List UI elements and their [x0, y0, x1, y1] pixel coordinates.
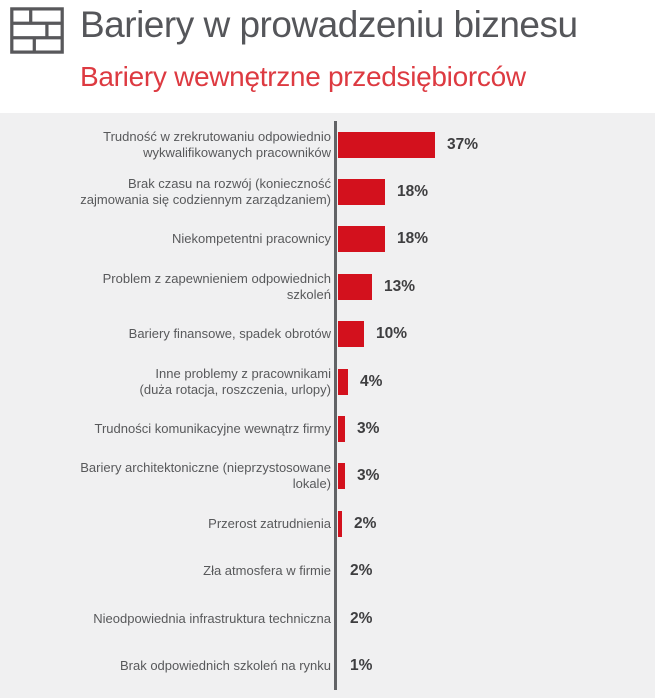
bar: [338, 179, 385, 206]
value-label: 4%: [360, 372, 383, 390]
category-label: Trudność w zrekrutowaniu odpowiednio wyk…: [103, 128, 331, 160]
bar-zone: 37%: [338, 131, 479, 158]
bar: [338, 131, 435, 158]
value-label: 2%: [350, 562, 373, 580]
value-label: 3%: [357, 467, 380, 485]
bar: [338, 510, 342, 537]
chart-row: Nieodpowiednia infrastruktura techniczna…: [0, 595, 655, 642]
bar-zone: 3%: [338, 416, 380, 443]
chart-row: Niekompetentni pracownicy 18%: [0, 216, 655, 263]
bar-zone: 13%: [338, 273, 416, 300]
bar: [338, 463, 345, 490]
value-label: 1%: [350, 656, 373, 674]
chart-row: Problem z zapewnieniem odpowiednich szko…: [0, 263, 655, 310]
value-label: 37%: [447, 135, 479, 153]
brick-wall-icon: [10, 7, 64, 59]
chart-row: Bariery finansowe, spadek obrotów 10%: [0, 311, 655, 358]
chart-rows: Trudność w zrekrutowaniu odpowiednio wyk…: [0, 121, 655, 690]
category-label: Bariery finansowe, spadek obrotów: [128, 326, 331, 342]
bar-chart: Trudność w zrekrutowaniu odpowiednio wyk…: [0, 113, 655, 698]
value-label: 13%: [384, 277, 416, 295]
category-label: Przerost zatrudnienia: [208, 515, 331, 531]
chart-row: Inne problemy z pracownikami (duża rotac…: [0, 358, 655, 405]
value-label: 18%: [397, 230, 429, 248]
bar: [338, 273, 372, 300]
category-label: Problem z zapewnieniem odpowiednich szko…: [102, 270, 331, 302]
value-label: 2%: [350, 609, 373, 627]
header: Bariery w prowadzeniu biznesu Bariery we…: [0, 0, 655, 113]
bar: [338, 416, 345, 443]
value-label: 10%: [376, 325, 408, 343]
bar-zone: 2%: [338, 606, 372, 632]
bar: [338, 226, 385, 253]
page-title: Bariery w prowadzeniu biznesu: [80, 4, 578, 45]
category-label: Brak odpowiednich szkoleń na rynku: [119, 657, 331, 673]
bar-zone: 1%: [338, 653, 372, 679]
bar-zone: 18%: [338, 179, 429, 206]
category-label: Niekompetentni pracownicy: [172, 231, 331, 247]
bar-zone: 3%: [338, 463, 380, 490]
value-label: 2%: [354, 514, 377, 532]
axis-line: [334, 121, 337, 690]
category-label: Brak czasu na rozwój (konieczność zajmow…: [80, 176, 331, 208]
category-label: Trudności komunikacyjne wewnątrz firmy: [94, 421, 331, 437]
chart-row: Trudność w zrekrutowaniu odpowiednio wyk…: [0, 121, 655, 168]
chart-row: Bariery architektoniczne (nieprzystosowa…: [0, 453, 655, 500]
chart-row: Przerost zatrudnienia 2%: [0, 500, 655, 547]
bar-zone: 2%: [338, 558, 372, 584]
chart-row: Trudności komunikacyjne wewnątrz firmy 3…: [0, 405, 655, 452]
bar-zone: 4%: [338, 368, 383, 395]
category-label: Nieodpowiednia infrastruktura techniczna: [93, 610, 331, 626]
value-label: 3%: [357, 420, 380, 438]
bar-zone: 2%: [338, 510, 377, 537]
category-label: Bariery architektoniczne (nieprzystosowa…: [80, 460, 331, 492]
category-label: Zła atmosfera w firmie: [203, 563, 331, 579]
value-label: 18%: [397, 183, 429, 201]
chart-row: Brak odpowiednich szkoleń na rynku 1%: [0, 642, 655, 689]
bar: [338, 368, 348, 395]
chart-row: Zła atmosfera w firmie 2%: [0, 548, 655, 595]
page-subtitle: Bariery wewnętrzne przedsiębiorców: [80, 61, 526, 92]
bar-zone: 18%: [338, 226, 429, 253]
category-label: Inne problemy z pracownikami (duża rotac…: [139, 365, 331, 397]
chart-row: Brak czasu na rozwój (konieczność zajmow…: [0, 168, 655, 215]
bar-zone: 10%: [338, 321, 408, 348]
bar: [338, 321, 364, 348]
